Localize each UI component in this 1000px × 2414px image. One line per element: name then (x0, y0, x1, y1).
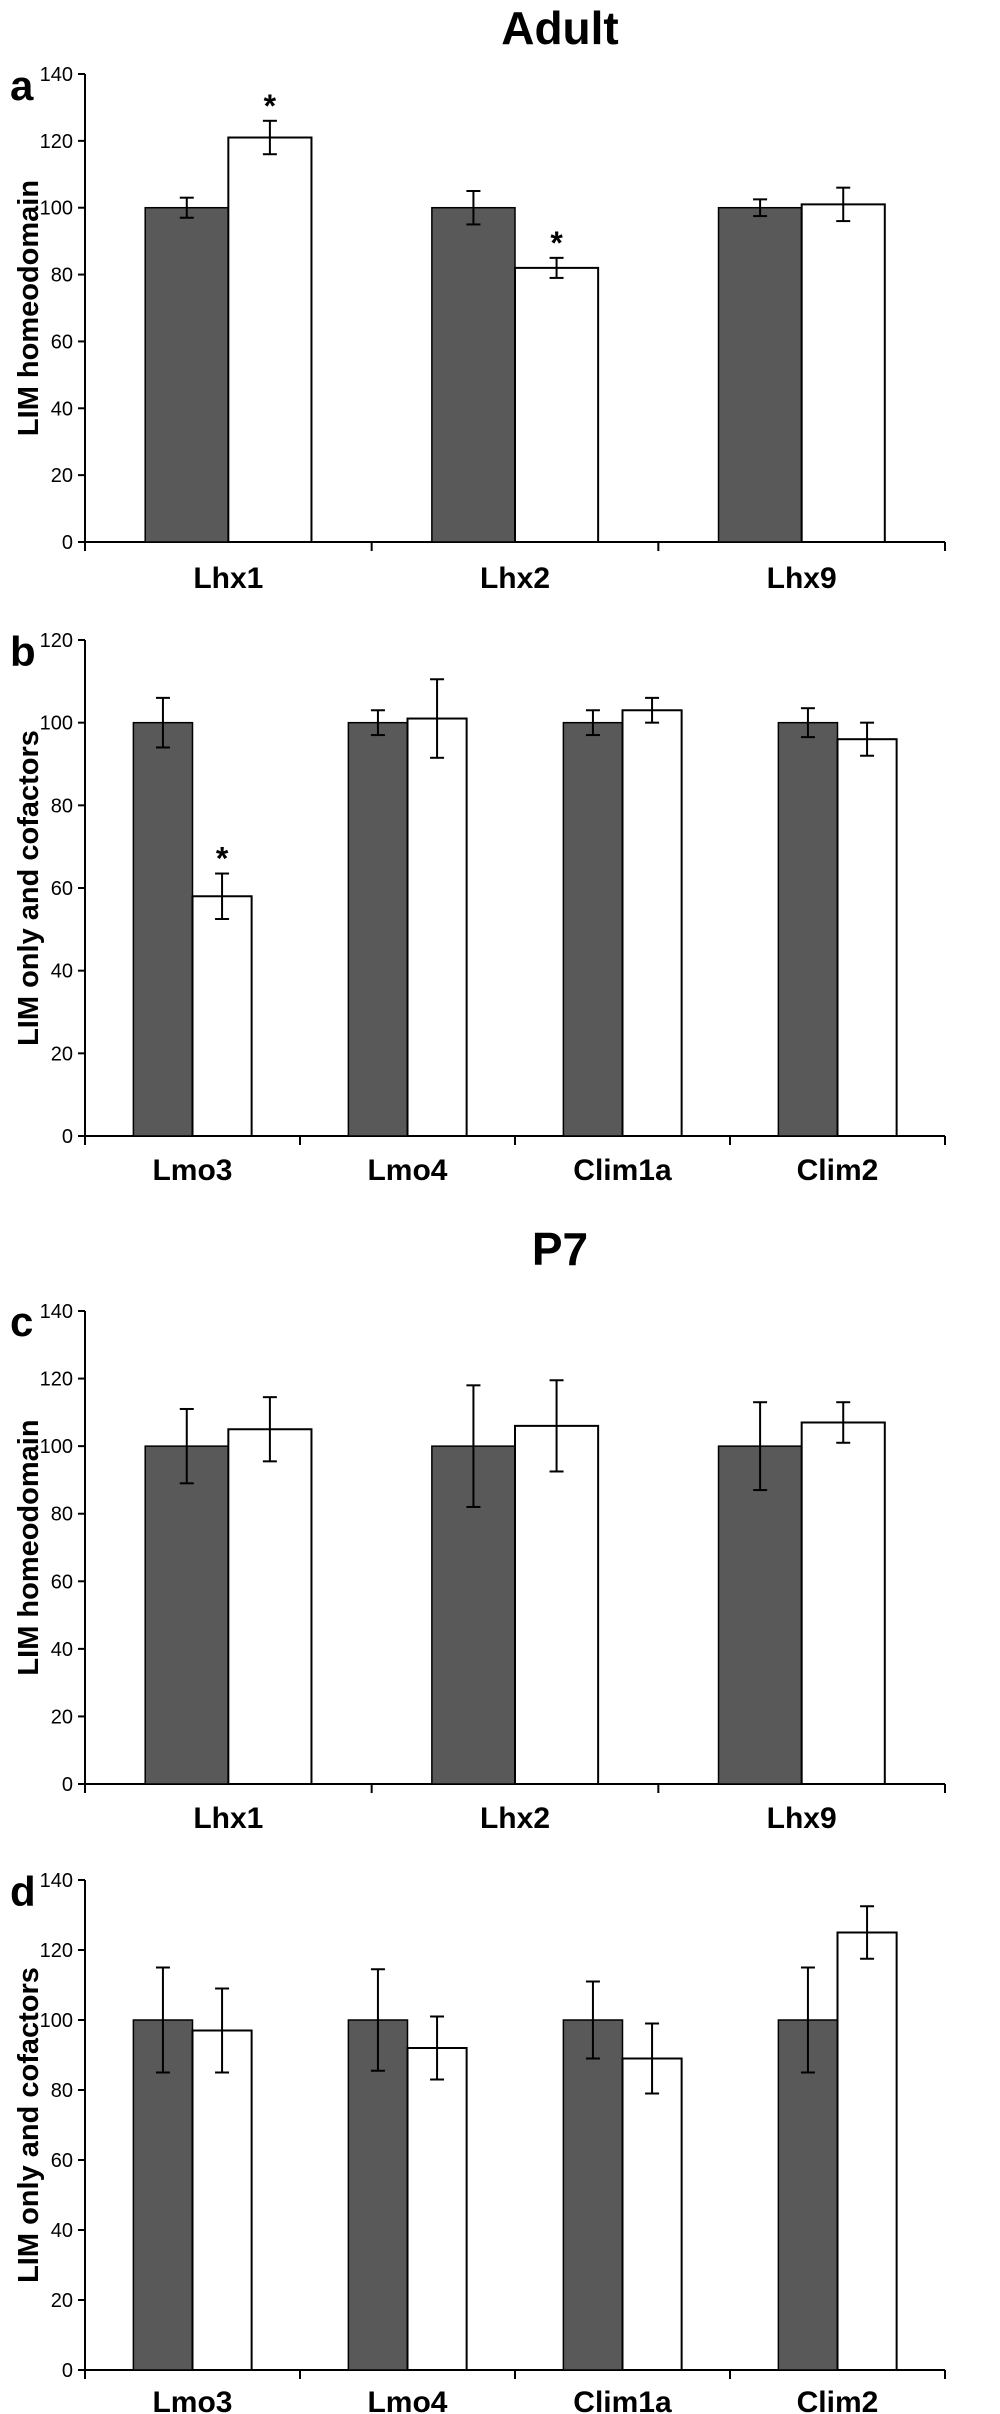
bar-control-Lmo4 (347, 721, 409, 1137)
y-tick-label: 80 (51, 1504, 73, 1526)
bar-control-Lhx1 (144, 1445, 230, 1785)
y-tick-label: 20 (51, 2290, 73, 2312)
y-axis-label: LIM homeodomain (13, 1419, 45, 1675)
bar-control-Clim1a (562, 2019, 624, 2371)
y-tick-label: 80 (51, 265, 73, 287)
bar-control-Lhx1 (144, 206, 230, 543)
y-tick-label: 120 (40, 1940, 73, 1962)
y-tick-label: 0 (62, 1774, 73, 1796)
bar-experimental-Lmo4 (406, 717, 468, 1137)
section-title-p7: P7 (532, 1223, 588, 1275)
y-tick-label: 40 (51, 1639, 73, 1661)
bar-control-Lhx2 (431, 206, 516, 543)
y-tick-label: 60 (51, 1571, 73, 1593)
y-tick-label: 100 (40, 713, 73, 735)
bar-experimental-Clim1a (621, 2057, 683, 2371)
chart-panels: a LIM homeodomain 0 20 40 60 80 100 120 140 * Lhx1 *… (10, 62, 946, 2414)
panel-letter: b (10, 628, 36, 675)
bar-experimental-Lmo4 (406, 2047, 468, 2371)
y-tick-label: 80 (51, 2080, 73, 2102)
panel-letter: d (10, 1868, 36, 1915)
x-category-label: Lhx2 (480, 1802, 550, 1835)
chart-panel-d: d LIM only and cofactors 0 20 40 60 80 100 120 14… (10, 1868, 946, 2414)
y-tick-label: 80 (51, 795, 73, 817)
bar-control-Lhx9 (717, 206, 803, 543)
bar-experimental-Clim2 (836, 738, 898, 1137)
bar-control-Clim1a (562, 721, 624, 1137)
bar-experimental-Lhx9 (800, 1421, 886, 1785)
significance-marker: * (550, 225, 563, 261)
y-tick-label: 60 (51, 878, 73, 900)
y-tick-label: 100 (40, 1436, 73, 1458)
bar-experimental-Clim2 (836, 1931, 898, 2371)
x-category-label: Lhx9 (767, 1802, 837, 1835)
x-category-label: Lhx1 (193, 1802, 263, 1835)
y-tick-label: 40 (51, 398, 73, 420)
y-tick-label: 100 (40, 2010, 73, 2032)
x-category-label: Clim1a (573, 2386, 672, 2414)
bar-control-Clim2 (777, 721, 839, 1137)
y-tick-label: 140 (40, 1870, 73, 1892)
panel-letter: c (10, 1298, 33, 1345)
y-tick-label: 0 (62, 532, 73, 554)
x-category-label: Lhx1 (193, 562, 263, 595)
bar-experimental-Lhx1 (227, 136, 313, 543)
chart-panel-b: b LIM only and cofactors 0 20 40 60 80 100 120 * L… (10, 628, 946, 1187)
x-category-label: Lmo3 (152, 2386, 232, 2414)
bar-experimental-Lhx9 (800, 203, 886, 543)
x-category-label: Lhx2 (480, 562, 550, 595)
bar-experimental-Lhx2 (514, 1424, 600, 1786)
y-axis-label: LIM only and cofactors (13, 730, 45, 1046)
bar-experimental-Lmo3 (191, 895, 253, 1137)
significance-marker: * (216, 841, 229, 877)
bar-control-Lhx9 (717, 1445, 803, 1785)
y-tick-label: 20 (51, 1043, 73, 1065)
x-category-label: Lmo3 (152, 1154, 232, 1187)
y-tick-label: 60 (51, 2150, 73, 2172)
x-category-label: Clim2 (797, 1154, 879, 1187)
y-tick-label: 120 (40, 1369, 73, 1391)
bar-experimental-Clim1a (621, 709, 683, 1137)
bar-control-Lmo4 (347, 2019, 409, 2371)
y-tick-label: 140 (40, 64, 73, 86)
y-tick-label: 40 (51, 2220, 73, 2242)
bar-experimental-Lmo3 (191, 2029, 253, 2371)
bar-experimental-Lhx2 (514, 266, 600, 543)
significance-marker: * (264, 88, 277, 124)
section-title-adult: Adult (501, 2, 619, 54)
x-category-label: Lmo4 (367, 1154, 447, 1187)
y-tick-label: 20 (51, 1706, 73, 1728)
chart-panel-c: c LIM homeodomain 0 20 40 60 80 100 120 140 Lhx1 Lh… (10, 1298, 946, 1835)
y-tick-label: 100 (40, 198, 73, 220)
chart-panel-a: a LIM homeodomain 0 20 40 60 80 100 120 140 * Lhx1 *… (10, 62, 946, 595)
y-tick-label: 120 (40, 630, 73, 652)
y-tick-label: 20 (51, 465, 73, 487)
y-tick-label: 0 (62, 2360, 73, 2382)
x-category-label: Lmo4 (367, 2386, 447, 2414)
y-tick-label: 0 (62, 1126, 73, 1148)
y-tick-label: 120 (40, 131, 73, 153)
y-tick-label: 60 (51, 331, 73, 353)
y-tick-label: 40 (51, 961, 73, 983)
y-axis-label: LIM only and cofactors (13, 1967, 45, 2283)
x-category-label: Clim2 (797, 2386, 879, 2414)
y-axis-label: LIM homeodomain (13, 180, 45, 436)
y-tick-label: 140 (40, 1301, 73, 1323)
x-category-label: Clim1a (573, 1154, 672, 1187)
bar-experimental-Lhx1 (227, 1428, 313, 1785)
panel-letter: a (10, 62, 34, 109)
bar-control-Lmo3 (132, 721, 194, 1137)
x-category-label: Lhx9 (767, 562, 837, 595)
